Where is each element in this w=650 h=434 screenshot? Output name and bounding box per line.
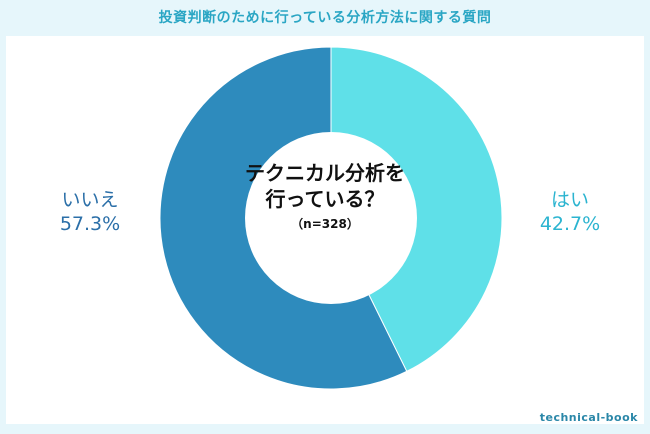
chart-title: 投資判断のために行っている分析方法に関する質問 <box>158 10 492 26</box>
label-no: いいえ 57.3% <box>35 188 145 236</box>
label-yes-name: はい <box>550 189 589 211</box>
center-question: テクニカル分析を 行っている？ <box>245 161 405 211</box>
label-yes: はい 42.7% <box>515 188 625 236</box>
donut-hole <box>245 132 417 304</box>
label-no-name: いいえ <box>61 189 119 211</box>
brand-logo: technical-book <box>539 411 638 424</box>
title-bar: 投資判断のために行っている分析方法に関する質問 <box>0 0 650 34</box>
label-yes-value: 42.7% <box>539 213 601 235</box>
sample-size: （n=328） <box>291 217 359 231</box>
label-no-value: 57.3% <box>59 213 121 235</box>
